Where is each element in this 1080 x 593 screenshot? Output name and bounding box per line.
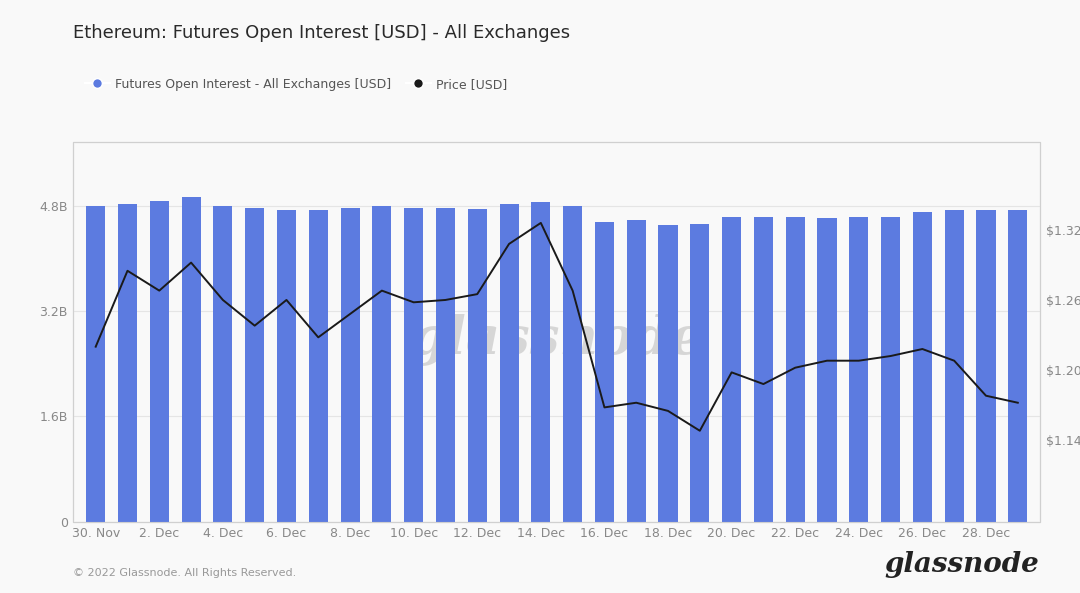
- Bar: [849, 218, 868, 522]
- Bar: [245, 208, 265, 522]
- Bar: [723, 218, 741, 522]
- Bar: [531, 202, 551, 522]
- Bar: [309, 210, 328, 522]
- Bar: [214, 206, 232, 522]
- Bar: [754, 218, 773, 522]
- Bar: [150, 201, 168, 522]
- Text: Ethereum: Futures Open Interest [USD] - All Exchanges: Ethereum: Futures Open Interest [USD] - …: [73, 24, 570, 42]
- Legend: Futures Open Interest - All Exchanges [USD], Price [USD]: Futures Open Interest - All Exchanges [U…: [80, 73, 512, 95]
- Bar: [818, 218, 837, 522]
- Bar: [945, 210, 963, 522]
- Bar: [373, 206, 391, 522]
- Bar: [690, 224, 710, 522]
- Bar: [181, 197, 201, 522]
- Bar: [468, 209, 487, 522]
- Bar: [785, 218, 805, 522]
- Bar: [86, 206, 105, 522]
- Text: glassnode: glassnode: [409, 314, 704, 366]
- Bar: [340, 208, 360, 522]
- Bar: [404, 208, 423, 522]
- Bar: [626, 220, 646, 522]
- Bar: [1009, 209, 1027, 522]
- Bar: [913, 212, 932, 522]
- Bar: [500, 203, 518, 522]
- Bar: [436, 208, 455, 522]
- Bar: [595, 222, 613, 522]
- Bar: [881, 218, 900, 522]
- Bar: [563, 206, 582, 522]
- Bar: [276, 210, 296, 522]
- Bar: [976, 209, 996, 522]
- Bar: [659, 225, 677, 522]
- Text: © 2022 Glassnode. All Rights Reserved.: © 2022 Glassnode. All Rights Reserved.: [73, 568, 297, 578]
- Text: glassnode: glassnode: [885, 551, 1039, 578]
- Bar: [118, 204, 137, 522]
